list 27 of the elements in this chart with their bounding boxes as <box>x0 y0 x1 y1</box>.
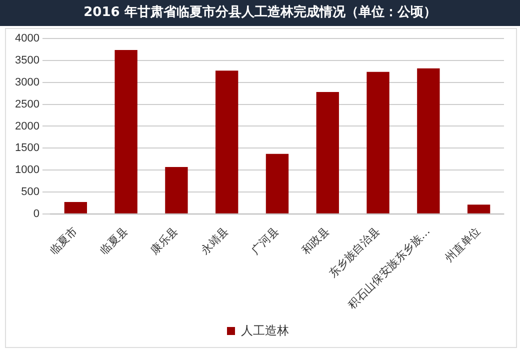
bar <box>114 50 138 214</box>
y-tick-label: 3000 <box>14 76 40 88</box>
x-tick-label: 广河县 <box>248 224 282 258</box>
y-tick-label: 2000 <box>14 120 40 132</box>
bar <box>467 204 490 214</box>
y-tick-label: 0 <box>33 208 40 220</box>
bar <box>366 72 390 214</box>
bar <box>64 202 88 214</box>
x-tick-label: 州直单位 <box>442 224 483 265</box>
legend-label: 人工造林 <box>241 323 289 338</box>
bar <box>266 154 289 214</box>
bar <box>316 92 339 214</box>
y-tick-label: 1500 <box>14 142 40 154</box>
y-tick-label: 4000 <box>14 32 40 45</box>
x-tick-label: 临夏市 <box>47 224 80 258</box>
x-tick-label: 康乐县 <box>148 224 181 258</box>
x-tick-label: 临夏县 <box>98 224 130 258</box>
bar <box>216 70 238 214</box>
chart-title: 2016 年甘肃省临夏市分县人工造林完成情况（单位：公顷） <box>0 0 520 26</box>
x-tick-label: 永靖县 <box>198 224 231 258</box>
y-tick-label: 500 <box>21 186 40 198</box>
bar <box>417 68 440 214</box>
x-tick-label: 和政县 <box>299 224 332 258</box>
y-tick-label: 2500 <box>14 98 40 110</box>
y-tick-label: 3500 <box>14 54 40 67</box>
y-tick-label: 1000 <box>14 164 40 176</box>
bar <box>165 166 188 214</box>
